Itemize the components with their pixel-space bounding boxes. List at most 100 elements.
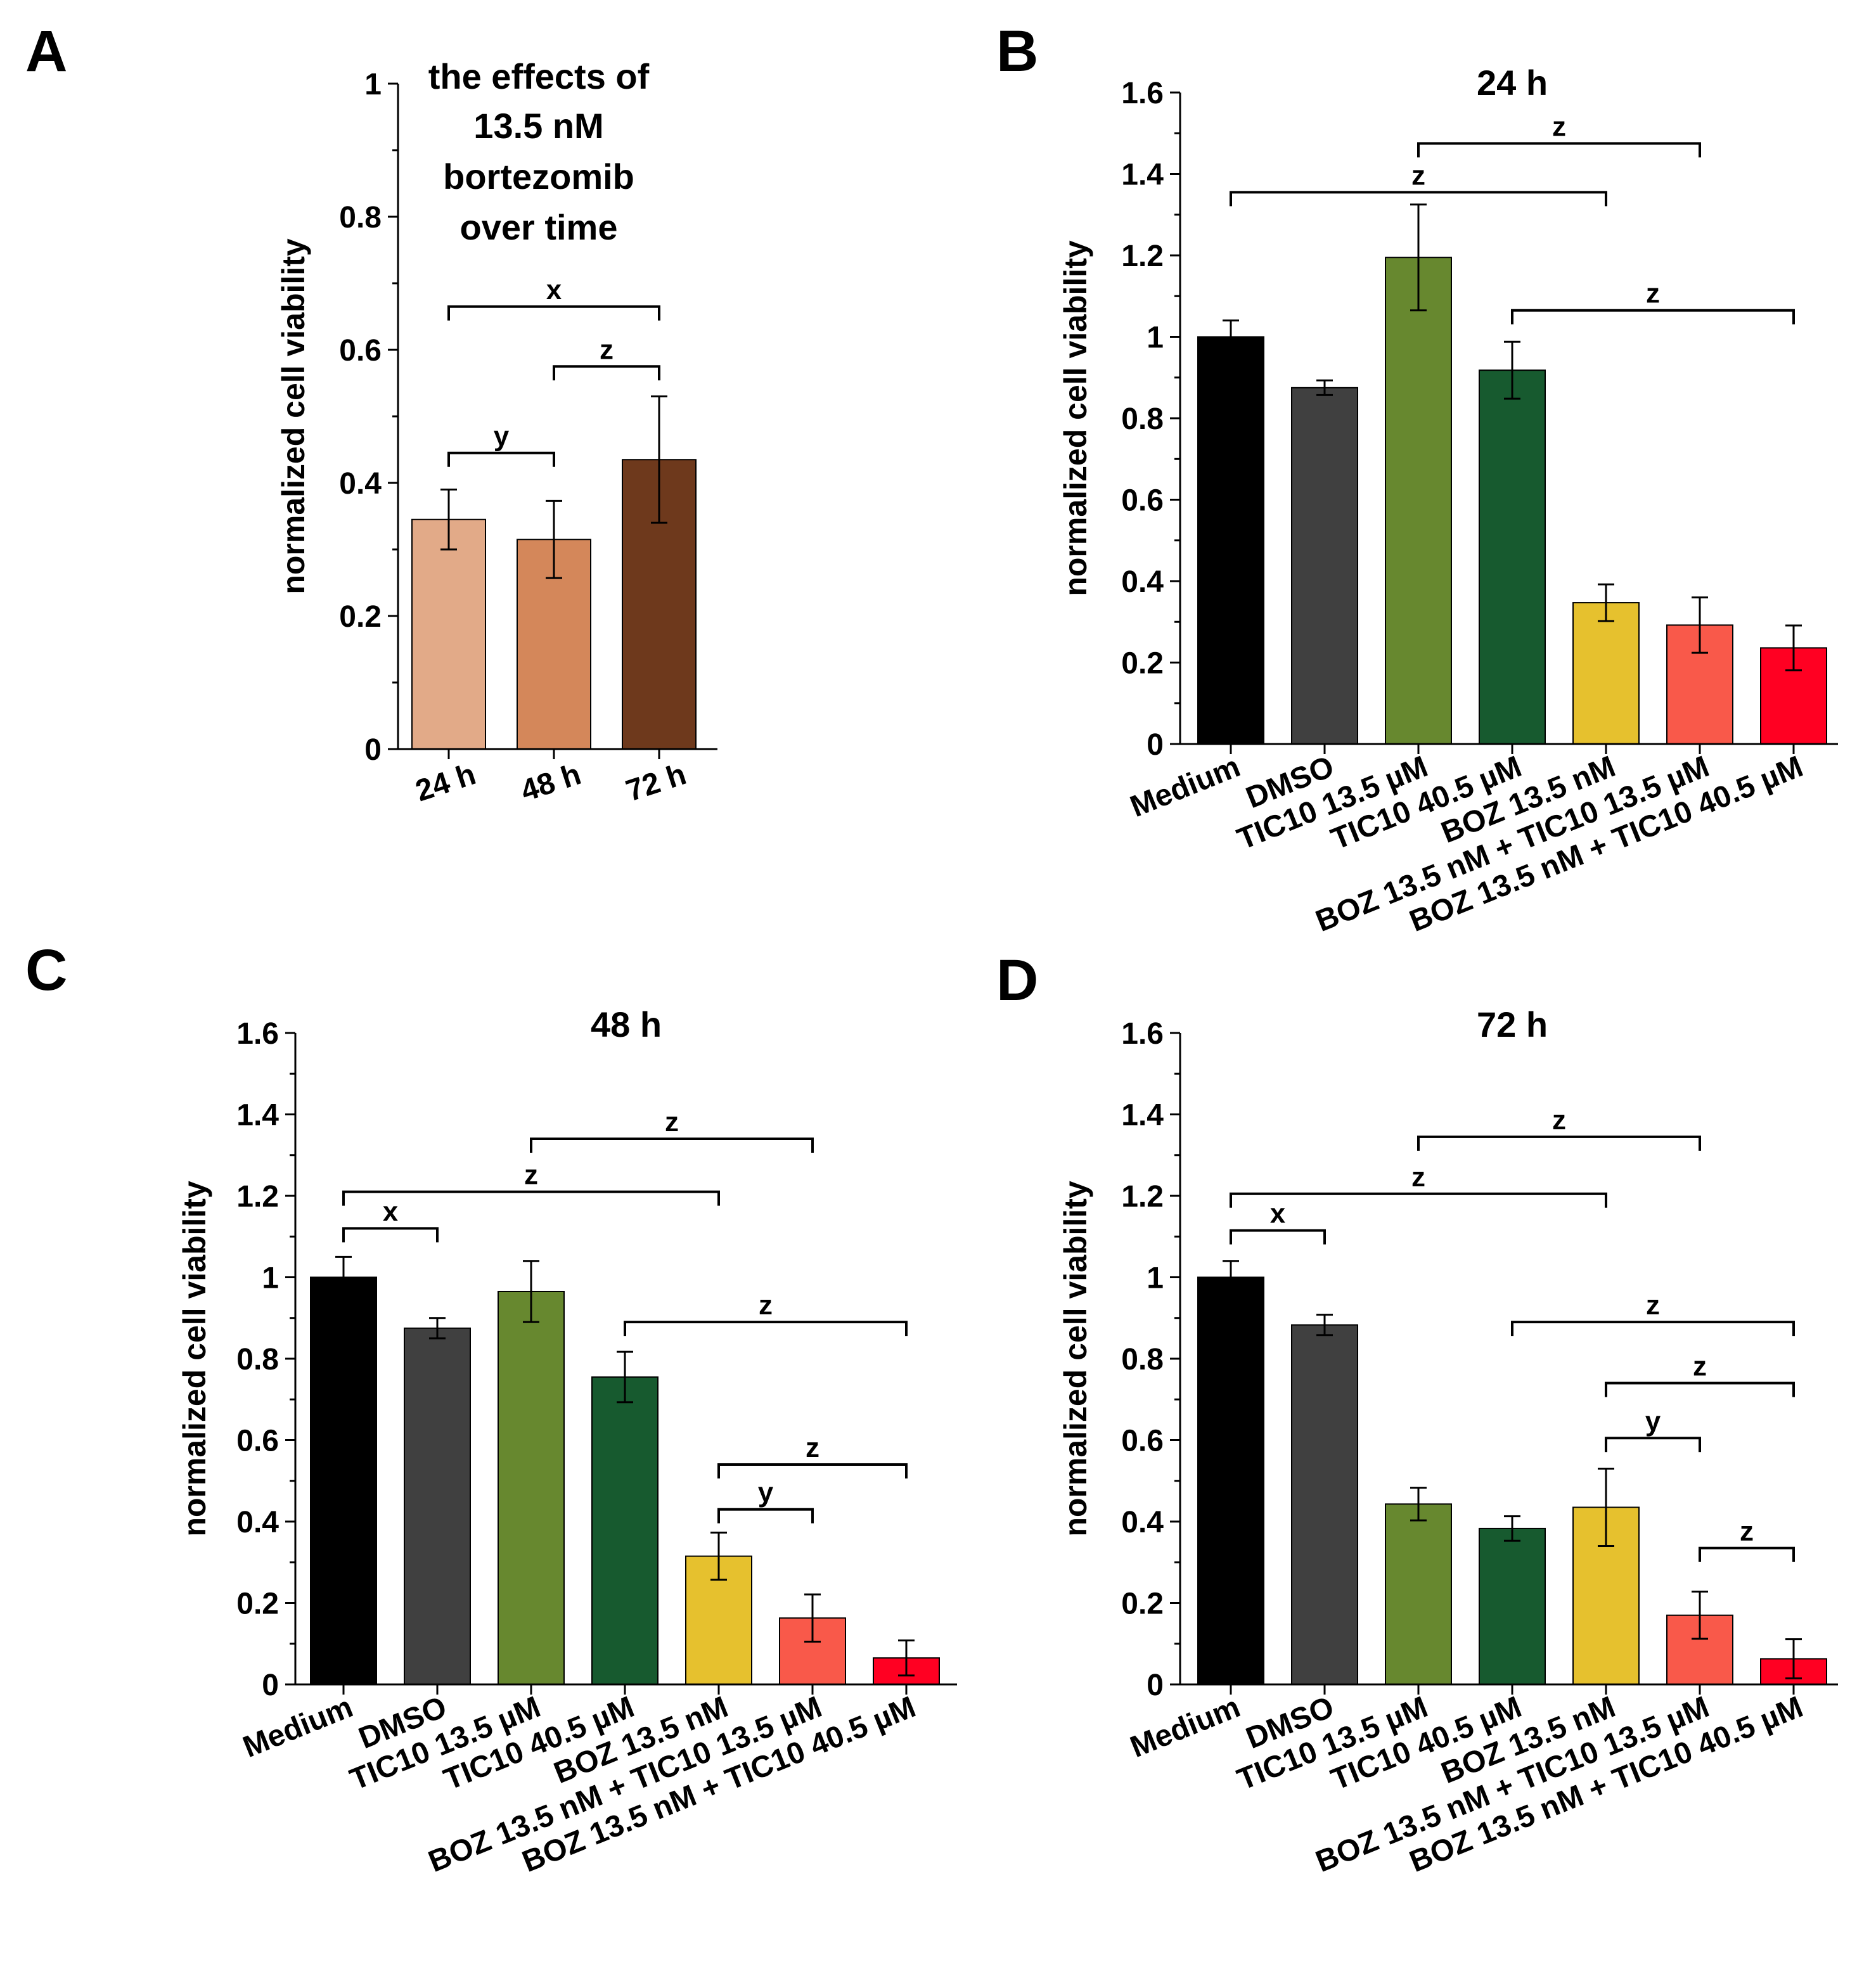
bar [1197,336,1264,745]
panel-b: B 24 h normalized cell viability 0 0.2 0.4 0.6… [996,19,1838,939]
significance-bracket [717,1463,908,1479]
bar [1291,387,1358,745]
bar [1385,257,1452,745]
significance-label: z [1552,1105,1566,1136]
y-tick-label: 1.6 [1121,1017,1164,1051]
bar [404,1327,471,1685]
bar [1385,1503,1452,1686]
y-tick-label: 0.4 [236,1506,279,1539]
y-tick-label: 1.4 [236,1099,279,1132]
panel-letter: D [996,948,1038,1013]
panel-d: D 72 h normalized cell viability 0 0.2 0.4 0.6… [996,948,1838,1879]
y-tick-label: 1.4 [1121,1099,1164,1132]
significance-label: z [1693,1351,1707,1382]
y-axis-label: normalized cell viability [1058,240,1093,596]
bar [310,1276,377,1685]
significance-bracket [447,451,555,467]
bar [1572,602,1640,745]
y-tick-label: 1 [364,68,382,101]
significance-bracket [553,365,660,381]
significance-label: z [665,1106,679,1138]
x-tick-label: Medium [1126,750,1245,824]
significance-bracket [1417,142,1701,158]
y-tick-label: 0.2 [339,600,382,634]
y-tick-label: 0.6 [339,334,382,368]
x-tick-label: 24 h [411,757,480,808]
y-tick-label: 0.2 [1121,647,1164,681]
y-tick-label: 0.8 [1121,1343,1164,1376]
significance-bracket [530,1138,814,1153]
y-tick-label: 1.6 [236,1017,279,1051]
y-tick-label: 1 [1147,321,1164,355]
significance-label: z [1646,1290,1660,1321]
significance-bracket [1511,309,1795,324]
significance-bracket [342,1227,439,1243]
significance-bracket [1605,1437,1701,1452]
annotation-line: the effects of [428,56,650,96]
bar [411,518,486,750]
y-tick-label: 1 [1147,1262,1164,1295]
y-tick-label: 0.4 [1121,565,1164,599]
y-tick-label: 0 [364,733,382,767]
panel-letter: B [996,19,1038,84]
bar [1291,1324,1358,1686]
x-tick-label: 48 h [517,757,585,808]
y-tick-label: 0.6 [236,1425,279,1458]
significance-label: z [1552,111,1566,142]
y-tick-label: 0.6 [1121,1425,1164,1458]
significance-label: y [758,1477,774,1508]
panel-title: 24 h [1477,63,1548,103]
significance-label: x [1270,1198,1286,1229]
y-tick-label: 0 [262,1669,279,1702]
y-tick-label: 0.4 [339,467,382,501]
y-tick-label: 0.2 [1121,1587,1164,1621]
significance-bracket [1605,1382,1795,1397]
annotation-line: over time [460,207,618,247]
panel-letter: A [25,19,67,84]
y-axis-label: normalized cell viability [1058,1181,1093,1536]
significance-label: z [524,1160,538,1191]
significance-bracket [1230,1229,1326,1245]
significance-label: y [1645,1406,1661,1437]
bar [591,1376,659,1686]
y-tick-label: 1.2 [236,1180,279,1214]
y-axis-label: normalized cell viability [276,238,311,594]
y-axis-label: normalized cell viability [177,1181,212,1536]
annotation-line: 13.5 nM [473,106,603,146]
bar [1479,369,1546,745]
significance-label: z [600,334,614,365]
significance-label: x [546,274,562,305]
panel-letter: C [25,938,67,1003]
y-tick-label: 0.8 [339,201,382,234]
bar [1197,1276,1264,1685]
significance-label: y [494,421,510,452]
significance-bracket [1230,191,1607,207]
significance-bracket [624,1321,908,1337]
significance-label: z [1411,1162,1425,1193]
significance-bracket [447,305,660,321]
y-tick-label: 0.8 [236,1343,279,1376]
y-tick-label: 1.2 [1121,1180,1164,1214]
y-tick-label: 0 [1147,728,1164,762]
panel-title: 48 h [591,1004,662,1044]
y-tick-label: 0.2 [236,1587,279,1621]
y-tick-label: 0.6 [1121,484,1164,518]
panel-c: C 48 h normalized cell viability 0 0.2 0.4 0.6… [25,938,957,1879]
significance-label: z [759,1290,773,1321]
y-tick-label: 1 [262,1262,279,1295]
y-tick-label: 1.2 [1121,240,1164,273]
bar [498,1290,565,1686]
x-tick-label: Medium [238,1690,357,1764]
significance-label: x [383,1196,399,1227]
y-tick-label: 1.4 [1121,158,1164,192]
y-tick-label: 0.4 [1121,1506,1164,1539]
significance-bracket [717,1508,814,1523]
panel-title: 72 h [1477,1004,1548,1044]
significance-bracket [1417,1135,1701,1151]
y-tick-label: 0.8 [1121,402,1164,436]
y-tick-label: 1.6 [1121,77,1164,110]
x-tick-label: 72 h [622,757,690,808]
significance-label: z [1411,160,1425,191]
